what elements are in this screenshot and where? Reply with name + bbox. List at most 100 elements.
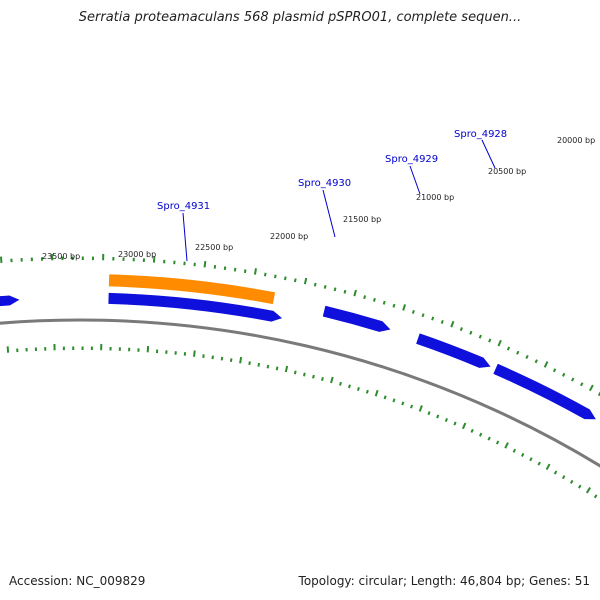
tick-mark (243, 269, 247, 274)
gene-label-leader (481, 139, 496, 169)
plasmid-backbone (0, 318, 600, 468)
accession-text: Accession: NC_009829 (9, 574, 146, 588)
gene-label-leader (409, 165, 421, 195)
gene-arrow[interactable] (0, 295, 20, 318)
position-label: 20500 bp (488, 167, 526, 176)
tick-mark (488, 338, 492, 343)
tick-mark (275, 366, 279, 371)
gene-arrow[interactable] (108, 292, 283, 322)
tick-mark (427, 411, 431, 416)
tick-mark (348, 384, 351, 389)
tick-mark (459, 327, 463, 332)
tick-mark (353, 289, 357, 297)
tick-mark (392, 398, 396, 403)
gene-label-spro-4931[interactable]: Spro_4931 (157, 201, 210, 212)
position-label: 22000 bp (270, 232, 308, 241)
position-label: 22500 bp (195, 243, 233, 252)
position-label: 23000 bp (118, 250, 156, 259)
tick-mark (283, 276, 287, 281)
tick-mark (512, 448, 517, 453)
tick-mark (444, 417, 448, 422)
tick-mark (193, 350, 196, 357)
tick-mark (525, 354, 529, 359)
tick-mark (203, 260, 207, 268)
tick-mark (239, 356, 243, 364)
tick-mark (229, 358, 233, 362)
gene-label-spro-4928[interactable]: Spro_4928 (454, 129, 507, 140)
tick-mark (274, 274, 277, 279)
tick-mark (569, 479, 574, 484)
tick-mark (585, 487, 591, 494)
tick-mark (520, 452, 525, 457)
gene-arrow[interactable] (322, 305, 391, 332)
tick-mark (504, 442, 509, 449)
tick-mark (284, 365, 289, 373)
tick-mark (580, 382, 584, 387)
tick-mark (453, 421, 457, 426)
tick-mark (303, 277, 308, 285)
gene-arrow[interactable] (416, 333, 491, 368)
tick-mark (497, 339, 502, 347)
tick-mark (537, 461, 541, 466)
tick-mark (561, 372, 566, 377)
tick-mark (561, 475, 566, 480)
tick-mark (588, 384, 594, 392)
tick-mark (302, 372, 306, 377)
tick-mark (469, 330, 473, 335)
gene-label-leaders (182, 139, 496, 262)
gene-labels: Spro_4931 Spro_4930 Spro_4929 Spro_4928 (157, 129, 507, 212)
gene-arrow[interactable] (493, 363, 596, 420)
gene-label-spro-4929[interactable]: Spro_4929 (385, 154, 438, 165)
topology-summary: Topology: circular; Length: 46,804 bp; G… (298, 574, 590, 588)
tick-mark (312, 374, 315, 379)
tick-mark (461, 422, 467, 430)
tick-mark (545, 463, 551, 471)
position-label: 21000 bp (416, 193, 454, 202)
tick-mark (534, 359, 538, 364)
tick-mark (578, 484, 582, 489)
tick-mark (356, 387, 360, 391)
tick-mark (313, 282, 317, 287)
tick-mark (421, 313, 425, 318)
tick-mark (383, 395, 387, 400)
inner-tick-ring (6, 343, 598, 499)
tick-mark (257, 362, 261, 367)
tick-mark (343, 289, 347, 294)
tick-mark (436, 414, 440, 419)
position-label: 23500 bp (42, 252, 80, 261)
tick-mark (339, 381, 342, 386)
tick-mark (552, 368, 557, 373)
tick-mark (401, 401, 405, 406)
tick-mark (440, 319, 444, 324)
tick-mark (431, 316, 435, 321)
tick-mark (293, 278, 297, 283)
tick-mark (506, 346, 511, 351)
tick-mark (365, 389, 369, 394)
tick-mark (411, 309, 415, 314)
tick-mark (220, 356, 224, 361)
tick-mark (321, 377, 324, 381)
tick-mark (450, 320, 455, 328)
tick-mark (248, 361, 251, 366)
gene-arrow-highlighted[interactable] (108, 274, 276, 305)
position-label: 20000 bp (557, 136, 595, 145)
tick-mark (516, 350, 520, 355)
tick-mark (487, 436, 491, 441)
tick-mark (263, 272, 267, 277)
tick-mark (363, 295, 367, 300)
tick-mark (553, 470, 558, 475)
position-label: 21500 bp (343, 215, 381, 224)
tick-mark (293, 370, 297, 375)
tick-mark (478, 334, 482, 339)
tick-mark (593, 494, 598, 499)
gene-label-leader (182, 212, 188, 262)
tick-mark (470, 428, 474, 433)
tick-mark (374, 389, 379, 397)
tick-mark (571, 377, 575, 382)
gene-label-spro-4930[interactable]: Spro_4930 (298, 178, 351, 189)
tick-mark (529, 457, 533, 462)
tick-mark (495, 440, 500, 445)
tick-mark (253, 268, 257, 275)
